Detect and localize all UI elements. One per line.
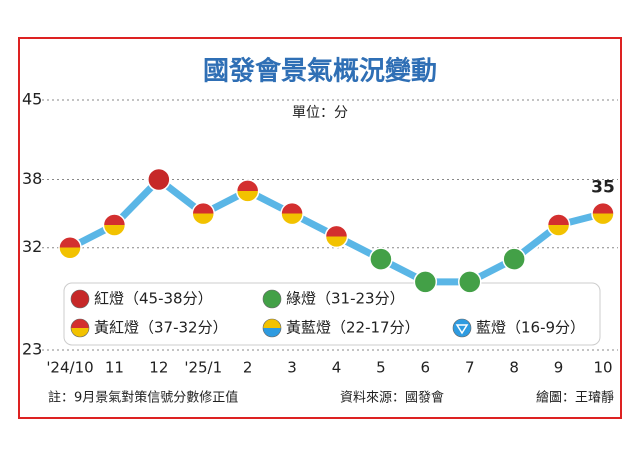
x-tick-label: 7 [465,359,475,377]
x-tick-label: 2 [243,359,253,377]
x-tick-label: 11 [105,359,124,377]
x-tick-label: 3 [287,359,297,377]
point-marker [102,213,127,237]
source: 資料來源：國發會 [340,391,444,406]
x-tick-label: 8 [509,359,519,377]
legend-swatch [70,289,90,309]
legend-label: 黃藍燈（22-17分） [286,319,420,337]
y-tick-label: 45 [22,90,42,109]
legend-label: 黃紅燈（37-32分） [94,319,228,337]
data-label: 35 [591,178,615,198]
point-marker [369,247,393,271]
point-marker [324,224,349,249]
x-tick-label: 6 [421,359,431,377]
legend-label: 藍燈（16-9分） [476,319,585,337]
legend-icon [455,324,469,335]
unit-label: 單位：分 [292,105,348,121]
point-marker [546,213,571,237]
y-tick-label: 32 [22,237,42,256]
credit: 繪圖：王璿靜 [536,390,614,406]
legend-swatch [452,318,472,338]
y-tick-label: 38 [22,169,42,188]
legend-swatch [70,318,90,338]
point-marker [280,201,304,226]
chart-title: 國發會景氣概況變動 [203,56,437,87]
point-marker [502,247,526,271]
legend-label: 紅燈（45-38分） [94,290,213,308]
legend-label: 綠燈（31-23分） [286,290,405,308]
x-tick-label: 5 [376,359,386,377]
y-tick-label: 23 [22,340,42,359]
point-marker [235,179,260,203]
point-marker [458,270,482,294]
x-tick-label: 10 [593,359,612,377]
point-marker [191,201,215,226]
x-tick-label: '25/1 [184,359,222,377]
point-marker [147,167,171,192]
x-tick-label: 9 [554,359,564,377]
x-tick-label: 12 [149,359,168,377]
point-marker [413,270,438,294]
legend-swatch [262,318,282,338]
point-marker [58,235,82,260]
point-marker [591,201,615,226]
legend-swatch [262,289,282,309]
note: 註：9月景氣對策信號分數修正值 [48,390,238,406]
x-tick-label: 4 [332,359,342,377]
x-tick-label: '24/10 [46,359,93,377]
